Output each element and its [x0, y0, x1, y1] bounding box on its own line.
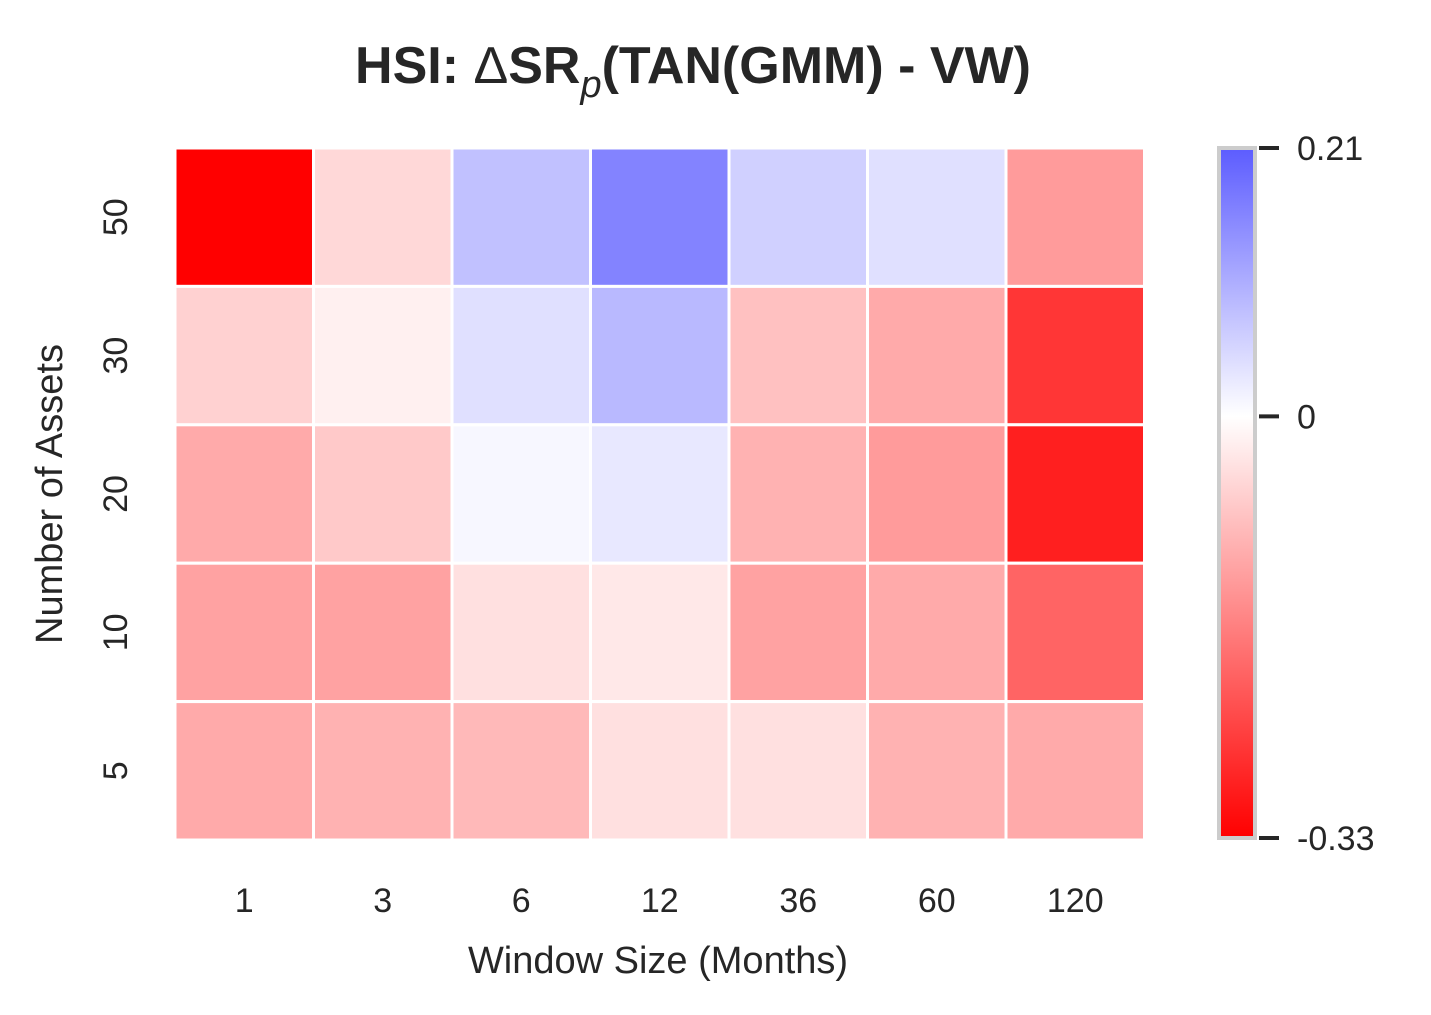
heatmap-cell-20-3	[312, 423, 454, 565]
heatmap-cell-50-1	[173, 146, 315, 288]
heatmap-cell-10-12	[589, 561, 731, 704]
heatmap-cell-30-36	[727, 284, 869, 427]
heatmap-cell-10-6	[450, 561, 592, 704]
heatmap-cell-10-3	[312, 561, 454, 704]
heatmap-cell-30-6	[450, 284, 592, 427]
heatmap-cells	[173, 146, 1146, 842]
heatmap-cell-20-120	[1004, 423, 1146, 565]
heatmap-cell-50-60	[866, 146, 1008, 288]
x-tick-label: 60	[918, 882, 956, 920]
heatmap-cell-5-60	[866, 700, 1008, 842]
heatmap-cell-50-12	[589, 146, 731, 288]
heatmap-cell-30-12	[589, 284, 731, 427]
heatmap-cell-30-3	[312, 284, 454, 427]
x-tick-label: 120	[1047, 882, 1104, 920]
heatmap-cell-5-12	[589, 700, 731, 842]
heatmap-cell-50-120	[1004, 146, 1146, 288]
heatmap-cell-50-3	[312, 146, 454, 288]
heatmap-cell-20-6	[450, 423, 592, 565]
heatmap-cell-20-36	[727, 423, 869, 565]
heatmap-cell-5-3	[312, 700, 454, 842]
heatmap-cell-5-1	[173, 700, 315, 842]
heatmap-cell-30-60	[866, 284, 1008, 427]
heatmap-cell-5-36	[727, 700, 869, 842]
y-tick-label: 10	[97, 613, 135, 651]
heatmap-cell-10-60	[866, 561, 1008, 704]
heatmap-cell-50-36	[727, 146, 869, 288]
x-tick-label: 12	[641, 882, 679, 920]
y-tick-label: 20	[97, 475, 135, 513]
y-tick-label: 30	[97, 337, 135, 375]
y-tick-label: 50	[97, 198, 135, 236]
x-tick-labels: 1 3 6 12 36 60 120	[235, 882, 1104, 920]
x-tick-label: 36	[779, 882, 817, 920]
colorbar-tick-label: 0	[1297, 398, 1316, 436]
colorbar-tick-label: 0.21	[1297, 130, 1363, 168]
heatmap-cell-10-1	[173, 561, 315, 704]
heatmap-cell-20-1	[173, 423, 315, 565]
colorbar-frame	[1217, 146, 1257, 840]
y-axis-label: Number of Assets	[29, 344, 71, 644]
heatmap-cell-30-120	[1004, 284, 1146, 427]
heatmap-cell-20-60	[866, 423, 1008, 565]
heatmap-cell-30-1	[173, 284, 315, 427]
heatmap-cell-50-6	[450, 146, 592, 288]
heatmap-cell-10-120	[1004, 561, 1146, 704]
heatmap-cell-10-36	[727, 561, 869, 704]
colorbar: 0.21 0 -0.33	[1217, 130, 1375, 858]
colorbar-tick-label: -0.33	[1297, 820, 1375, 858]
y-tick-label: 5	[97, 761, 135, 780]
colorbar-ticks: 0.21 0 -0.33	[1259, 130, 1375, 858]
x-tick-label: 1	[235, 882, 254, 920]
x-tick-label: 6	[512, 882, 531, 920]
colorbar-gradient	[1219, 148, 1255, 838]
chart-title: HSI: ΔSRp(TAN(GMM) - VW)	[355, 37, 1031, 106]
x-axis-label: Window Size (Months)	[468, 940, 848, 982]
heatmap-cell-5-120	[1004, 700, 1146, 842]
heatmap-cell-20-12	[589, 423, 731, 565]
y-tick-labels: 50 30 20 10 5	[97, 198, 135, 780]
heatmap-cell-5-6	[450, 700, 592, 842]
x-tick-label: 3	[373, 882, 392, 920]
